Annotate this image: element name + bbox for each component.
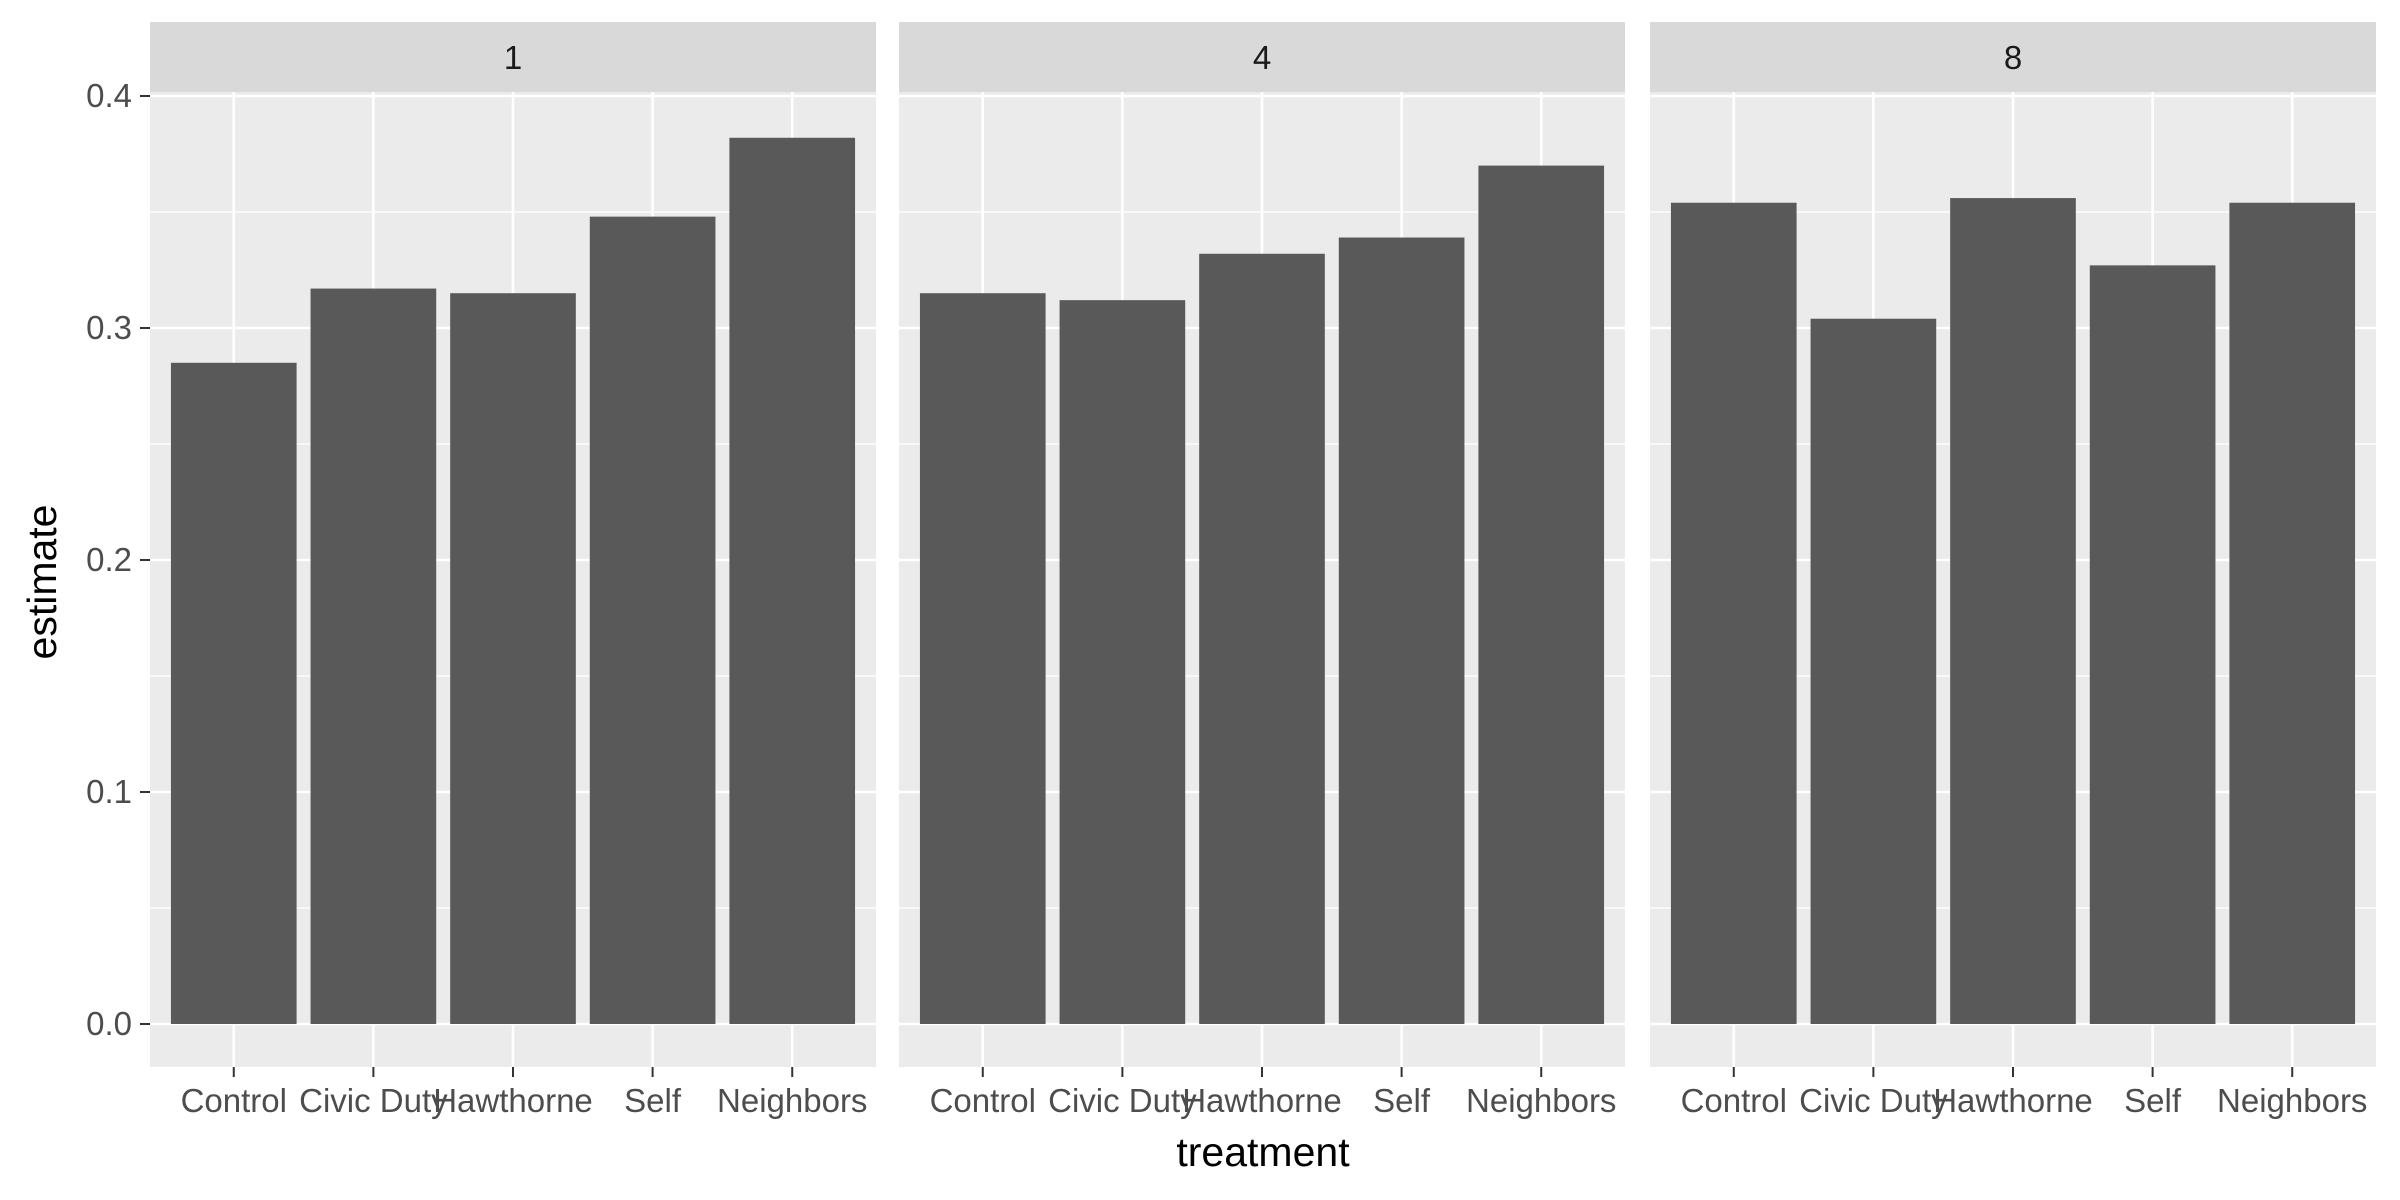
facet-strip bbox=[899, 22, 1625, 92]
bar-civic-duty bbox=[310, 288, 437, 1024]
x-tick-label: Civic Duty bbox=[1048, 1082, 1197, 1119]
x-tick-label: Neighbors bbox=[2217, 1082, 2367, 1119]
facet-strip-label: 8 bbox=[2004, 39, 2022, 76]
x-axis-title: treatment bbox=[1176, 1129, 1350, 1175]
x-tick-label: Control bbox=[930, 1082, 1036, 1119]
bar-self bbox=[589, 216, 716, 1024]
bar-self bbox=[2089, 265, 2216, 1024]
facet-strip-label: 1 bbox=[504, 39, 522, 76]
x-tick-label: Civic Duty bbox=[1799, 1082, 1948, 1119]
facet-strip-label: 4 bbox=[1253, 39, 1271, 76]
bar-hawthorne bbox=[1199, 253, 1325, 1024]
x-tick-label: Self bbox=[624, 1082, 682, 1119]
y-axis-title: estimate bbox=[19, 505, 65, 660]
x-tick-label: Neighbors bbox=[1466, 1082, 1616, 1119]
facet-strip bbox=[1650, 22, 2376, 92]
bar-self bbox=[1338, 237, 1465, 1024]
y-tick-label: 0.1 bbox=[86, 773, 132, 810]
x-tick-label: Neighbors bbox=[717, 1082, 867, 1119]
bar-neighbors bbox=[1478, 165, 1605, 1025]
y-tick-label: 0.2 bbox=[86, 541, 132, 578]
x-tick-label: Hawthorne bbox=[1933, 1082, 2093, 1119]
x-tick-label: Civic Duty bbox=[299, 1082, 448, 1119]
x-tick-label: Self bbox=[1373, 1082, 1431, 1119]
y-tick-label: 0.4 bbox=[86, 77, 132, 114]
y-tick-label: 0.3 bbox=[86, 309, 132, 346]
bar-civic-duty bbox=[1059, 300, 1186, 1024]
y-tick-label: 0.0 bbox=[86, 1005, 132, 1042]
x-tick-label: Self bbox=[2124, 1082, 2182, 1119]
bar-hawthorne bbox=[1950, 198, 2076, 1024]
bar-neighbors bbox=[729, 137, 856, 1024]
bar-control bbox=[170, 362, 297, 1024]
facet-strip bbox=[150, 22, 876, 92]
x-tick-label: Hawthorne bbox=[433, 1082, 593, 1119]
y-axis: 0.0 0.1 0.2 0.3 0.4 bbox=[86, 77, 150, 1042]
x-tick-label: Hawthorne bbox=[1182, 1082, 1342, 1119]
bar-neighbors bbox=[2229, 202, 2356, 1025]
bar-control bbox=[919, 293, 1046, 1024]
bar-hawthorne bbox=[450, 293, 576, 1024]
x-tick-label: Control bbox=[181, 1082, 287, 1119]
bar-civic-duty bbox=[1810, 318, 1937, 1025]
bar-control bbox=[1670, 202, 1797, 1025]
x-tick-label: Control bbox=[1681, 1082, 1787, 1119]
